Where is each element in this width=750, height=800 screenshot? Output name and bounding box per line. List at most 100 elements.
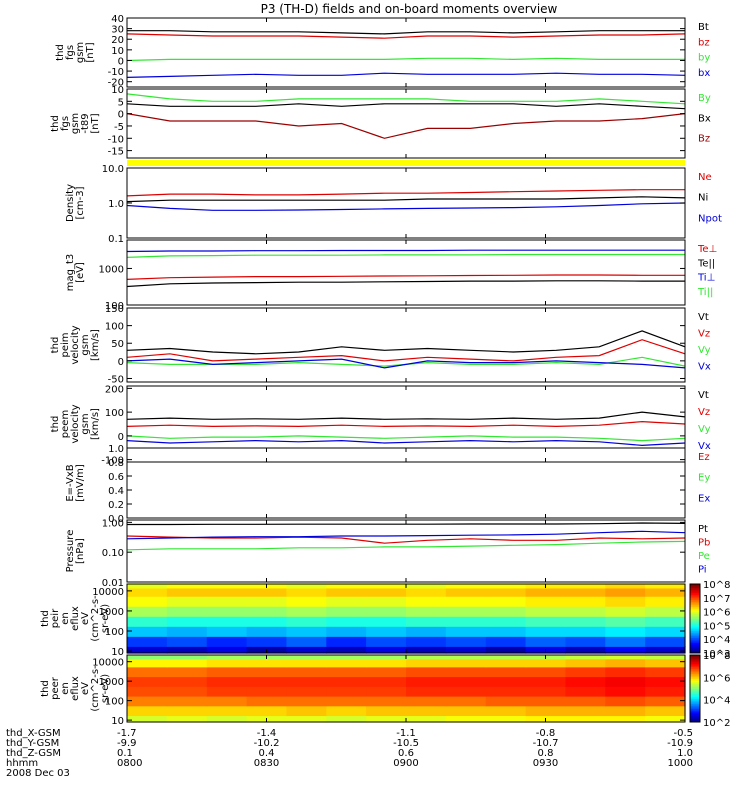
spectrogram-cell <box>366 596 407 607</box>
spectrogram-cell <box>525 606 567 617</box>
colorbar-step <box>690 658 700 661</box>
ephemeris-value: 1.0 <box>677 748 693 759</box>
spectrogram-cell <box>406 676 447 687</box>
panel-frame <box>126 519 686 583</box>
colorbar-step <box>690 705 700 708</box>
spectrogram-cell <box>645 655 686 660</box>
colorbar-step <box>690 660 700 663</box>
spectrogram-cell <box>645 715 686 723</box>
spectrogram-cell <box>366 584 407 589</box>
spectrogram-cell <box>565 666 606 678</box>
colorbar-step <box>690 698 700 701</box>
legend-entry: Ez <box>698 452 710 463</box>
ephemeris-value: 0.6 <box>398 748 414 759</box>
colorbar-step <box>690 715 700 718</box>
spectrogram-cell <box>206 587 248 597</box>
spectrogram-cell <box>525 596 567 607</box>
y-axis-label: mag_t3 <box>65 254 76 292</box>
y-axis-label: (cm^2-s- <box>90 595 101 642</box>
y-tick-label: 0.2 <box>108 500 124 511</box>
colorbar-step <box>690 616 700 619</box>
spectrogram-cell <box>485 587 527 597</box>
spectrogram-cell <box>286 587 327 597</box>
colorbar-step <box>690 613 700 616</box>
series-line-Npot <box>126 202 686 211</box>
y-tick-label: 20 <box>111 35 124 46</box>
colorbar-step <box>690 625 700 628</box>
spectrogram-cell <box>605 636 646 647</box>
y-axis-label: eflux <box>70 606 81 631</box>
spectrogram-cell <box>326 606 367 617</box>
y-tick-label: 10.0 <box>102 164 124 175</box>
colorbar-step <box>690 696 700 700</box>
colorbar-step <box>690 589 700 592</box>
spectrogram-cell <box>485 626 527 637</box>
colorbar-step <box>690 621 700 625</box>
spectrogram-cell <box>206 596 248 607</box>
spectrogram-cell <box>366 695 407 707</box>
colorbar-step <box>690 673 700 676</box>
ephemeris-value: 0900 <box>393 758 418 769</box>
y-axis-label: thd <box>50 416 61 433</box>
spectrogram-cell <box>605 626 646 637</box>
spectrogram-cell <box>605 686 646 697</box>
series-line-bz <box>126 33 686 39</box>
spectrogram-cell <box>326 655 367 660</box>
colorbar-step <box>690 599 700 602</box>
spectrogram-cell <box>166 655 208 660</box>
spectrogram-cell <box>406 626 447 637</box>
spectrogram-cell <box>127 676 168 687</box>
colorbar-step <box>690 680 700 683</box>
panel-frame <box>126 17 686 88</box>
spectrogram-cell <box>166 715 208 723</box>
ephemeris-value: -1.1 <box>396 728 416 739</box>
y-tick-label: 0.1 <box>108 234 124 245</box>
panel-pressure: Pt Pb Pe Pi 0.01 0.10 1.00 Pressure [nPa] <box>65 518 710 589</box>
colorbar-step <box>690 675 700 678</box>
series-line-Bt <box>127 30 685 35</box>
series-line-Ti|| <box>126 253 685 258</box>
ephemeris-value: 0830 <box>254 758 279 769</box>
series-line-by <box>126 57 685 62</box>
spectrogram-cell <box>485 666 527 678</box>
spectrogram-cell <box>366 606 407 617</box>
spectrogram-cell <box>485 686 527 697</box>
y-tick-label: -100 <box>101 456 124 467</box>
spectrogram-cell <box>645 616 686 627</box>
spectrogram-cell <box>485 606 527 617</box>
spectrogram-cell <box>286 616 327 627</box>
ephemeris-value: -0.5 <box>673 728 693 739</box>
colorbar-step <box>690 690 700 693</box>
spectrogram-cell <box>246 616 288 627</box>
spectrogram-cell <box>565 686 606 697</box>
spectrogram-cell <box>206 606 248 617</box>
legend-entry: Pt <box>698 524 708 535</box>
spectrogram-cell <box>445 715 487 723</box>
spectrogram-cell <box>166 596 208 607</box>
y-tick-label: 100 <box>105 408 124 419</box>
spectrogram-cell <box>645 636 686 647</box>
series-line-Vz <box>126 339 686 362</box>
legend-entry: Vz <box>698 407 710 418</box>
panel-frame <box>126 307 686 383</box>
colorbar-step <box>690 647 700 651</box>
spectrogram-cell <box>485 695 527 707</box>
spectrogram-cell <box>326 686 367 697</box>
colorbar-step <box>690 681 700 684</box>
series-line-Vz <box>126 420 686 428</box>
y-tick-label: 0.8 <box>108 458 124 469</box>
colorbar-step <box>690 611 700 614</box>
spectrogram-cell <box>445 705 487 717</box>
y-axis-label: en <box>60 612 71 625</box>
y-tick-label: 1000 <box>99 264 124 275</box>
spectrogram-cell <box>485 676 527 687</box>
spectrogram-cell <box>326 715 367 723</box>
colorbar-step <box>690 720 700 723</box>
colorbar-tick-label: 10^8 <box>703 580 730 591</box>
y-tick-label: 0.10 <box>102 548 124 559</box>
spectrogram-cell <box>127 626 168 637</box>
legend-entry: Ex <box>698 493 710 504</box>
spectrogram-cell <box>565 606 606 617</box>
spectrogram-cell <box>326 646 367 654</box>
